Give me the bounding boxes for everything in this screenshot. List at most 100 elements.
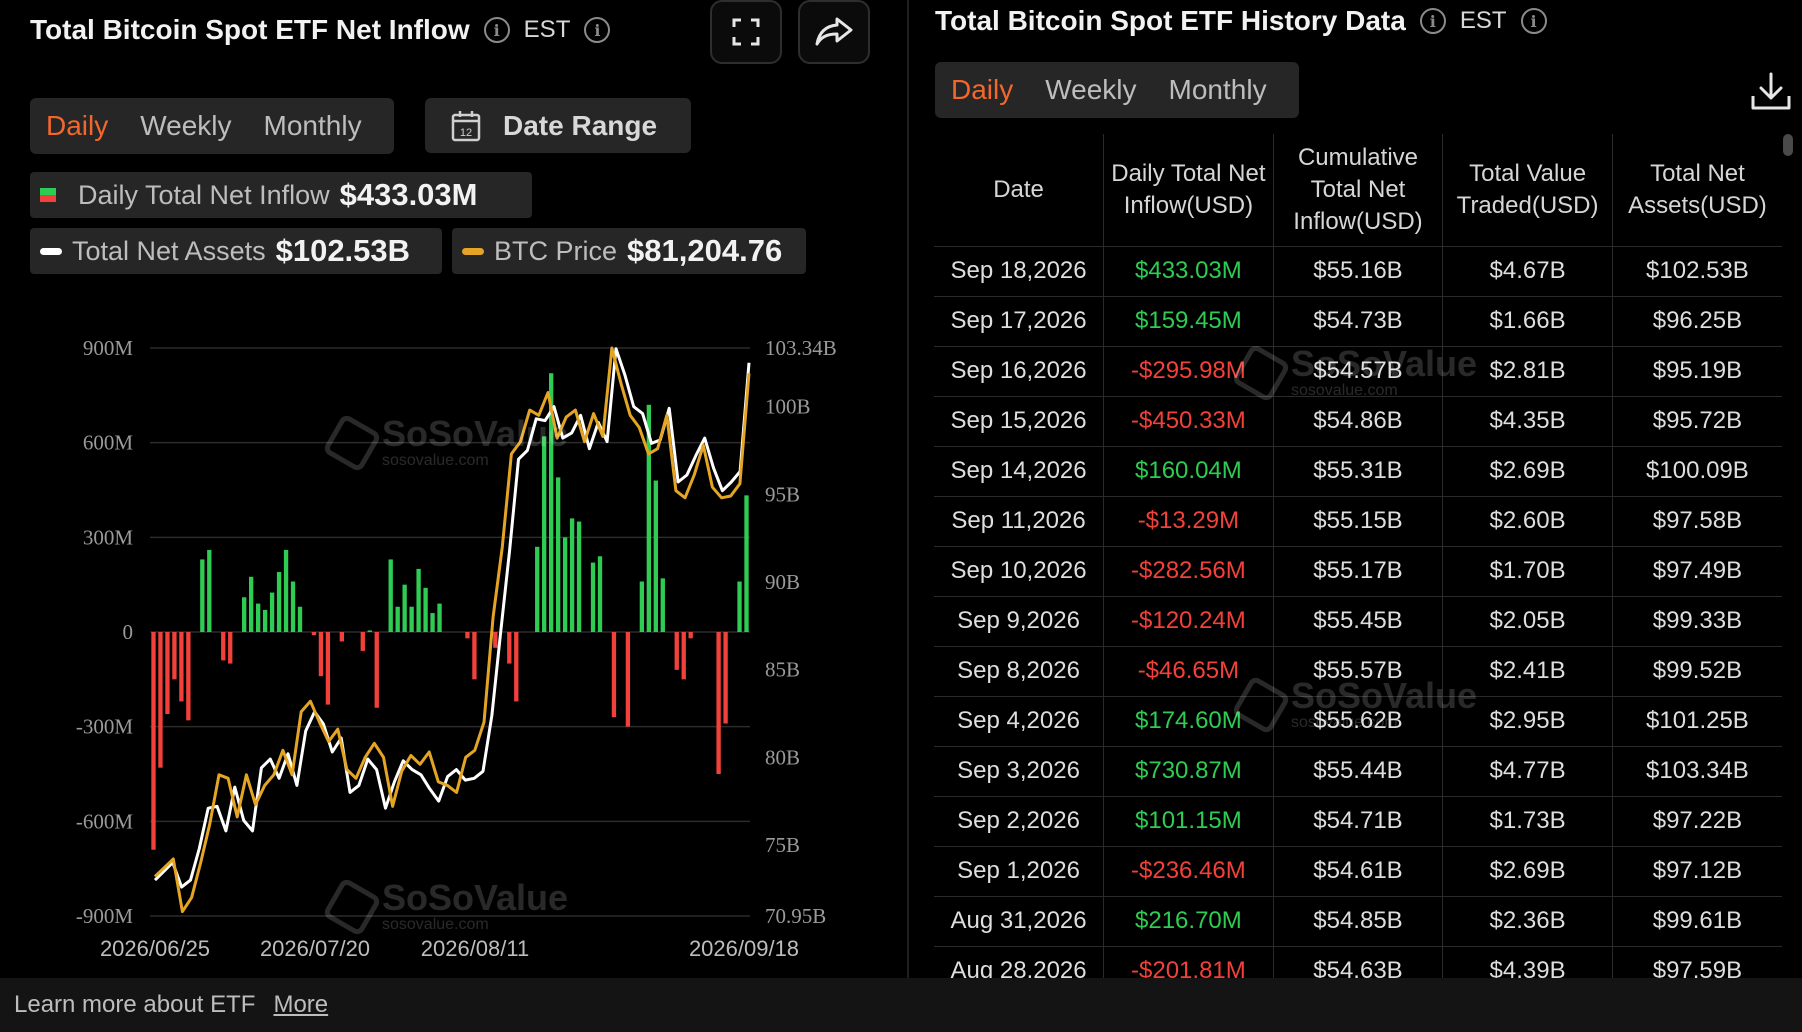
- inflow-bar: [430, 613, 435, 632]
- share-button[interactable]: [798, 0, 870, 64]
- inflow-bar: [569, 518, 575, 632]
- cumulative-cell: $54.73B: [1272, 296, 1443, 347]
- traded-cell: $2.60B: [1442, 496, 1613, 547]
- table-row[interactable]: Sep 2,2026 $101.15M $54.71B $1.73B $97.22B: [934, 796, 1782, 847]
- info-icon[interactable]: i: [584, 17, 611, 43]
- inflow-cell: -$201.81M: [1103, 946, 1274, 978]
- table-row[interactable]: Aug 31,2026 $216.70M $54.85B $2.36B $99.61B: [934, 896, 1782, 947]
- tab-monthly[interactable]: Monthly: [1168, 74, 1267, 105]
- info-icon[interactable]: i: [1419, 8, 1446, 34]
- cumulative-cell: $55.62B: [1272, 696, 1443, 747]
- legend-inflow-value: $433.03M: [339, 177, 478, 212]
- table-row[interactable]: Sep 18,2026 $433.03M $55.16B $4.67B $102.53B: [934, 246, 1782, 297]
- assets-cell: $103.34B: [1611, 746, 1782, 797]
- assets-cell: $97.12B: [1611, 846, 1782, 897]
- traded-cell: $1.70B: [1442, 546, 1613, 597]
- table-row[interactable]: Sep 3,2026 $730.87M $55.44B $4.77B $103.34B: [934, 746, 1782, 797]
- cumulative-cell: $55.44B: [1272, 746, 1443, 797]
- column-header[interactable]: Daily Total Net Inflow(USD): [1103, 134, 1274, 247]
- tab-daily[interactable]: Daily: [951, 74, 1014, 105]
- y-left-tick-label: 600M: [83, 431, 134, 455]
- traded-cell: $4.35B: [1442, 396, 1613, 447]
- assets-cell: $95.72B: [1611, 396, 1782, 447]
- date-cell: Sep 4,2026: [934, 696, 1104, 747]
- inflow-bar: [681, 632, 686, 680]
- inflow-bar: [172, 632, 177, 680]
- inflow-bar: [360, 632, 365, 651]
- history-table-container[interactable]: Date Daily Total Net Inflow(USD) Cumulat…: [934, 134, 1782, 978]
- legend-assets[interactable]: Total Net Assets $102.53B: [30, 228, 442, 274]
- table-row[interactable]: Sep 10,2026 -$282.56M $55.17B $1.70B $97.49B: [934, 546, 1782, 597]
- inflow-bar: [200, 559, 205, 632]
- date-cell: Sep 16,2026: [934, 346, 1104, 397]
- column-header[interactable]: Total Net Assets(USD): [1611, 134, 1782, 247]
- inflow-cell: $101.15M: [1103, 796, 1274, 847]
- table-row[interactable]: Sep 11,2026 -$13.29M $55.15B $2.60B $97.58B: [934, 496, 1782, 547]
- tab-monthly[interactable]: Monthly: [263, 110, 362, 141]
- date-range-button[interactable]: 12 Date Range: [425, 98, 691, 153]
- y-right-tick-label: 85B: [765, 658, 800, 682]
- tab-weekly[interactable]: Weekly: [1045, 74, 1137, 105]
- table-row[interactable]: Sep 15,2026 -$450.33M $54.86B $4.35B $95.72B: [934, 396, 1782, 447]
- inflow-chart[interactable]: 900M 600M 300M 0 -300M -600M -900M 103.34B 100B 9…: [0, 320, 907, 970]
- assets-cell: $99.33B: [1611, 596, 1782, 647]
- expand-icon: [732, 18, 760, 46]
- table-row[interactable]: Aug 28,2026 -$201.81M $54.63B $4.39B $97.59B: [934, 946, 1782, 978]
- inflow-bar: [318, 632, 324, 677]
- inflow-bar: [269, 592, 275, 632]
- assets-cell: $97.49B: [1611, 546, 1782, 597]
- more-link[interactable]: More: [273, 991, 329, 1018]
- table-scrollbar[interactable]: [1783, 134, 1793, 156]
- inflow-bar: [472, 632, 477, 680]
- y-left-tick-label: 900M: [83, 336, 134, 360]
- inflow-bar: [611, 632, 617, 718]
- table-row[interactable]: Sep 17,2026 $159.45M $54.73B $1.66B $96.25B: [934, 296, 1782, 347]
- history-title-row: Total Bitcoin Spot ETF History Data i ES…: [935, 0, 1547, 42]
- column-header[interactable]: Date: [934, 134, 1104, 247]
- column-header[interactable]: Total Value Traded(USD): [1442, 134, 1613, 247]
- calendar-icon: 12: [451, 110, 481, 141]
- inflow-bar: [542, 436, 547, 632]
- date-cell: Sep 2,2026: [934, 796, 1104, 847]
- legend-btc[interactable]: BTC Price $81,204.76: [452, 228, 806, 274]
- inflow-bar: [339, 632, 345, 642]
- inflow-bar: [297, 606, 303, 632]
- traded-cell: $2.81B: [1442, 346, 1613, 397]
- download-icon[interactable]: [1749, 70, 1793, 114]
- traded-cell: $2.05B: [1442, 596, 1613, 647]
- inflow-bar: [625, 632, 631, 727]
- table-row[interactable]: Sep 1,2026 -$236.46M $54.61B $2.69B $97.12B: [934, 846, 1782, 897]
- date-cell: Sep 18,2026: [934, 246, 1104, 297]
- inflow-bar: [228, 632, 233, 664]
- inflow-bar: [576, 521, 582, 632]
- inflow-bar: [416, 568, 421, 632]
- legend-inflow[interactable]: Daily Total Net Inflow $433.03M: [30, 172, 532, 218]
- net-inflow-panel: Total Bitcoin Spot ETF Net Inflow i EST …: [0, 0, 907, 978]
- table-row[interactable]: Sep 4,2026 $174.60M $55.62B $2.95B $101.25B: [934, 696, 1782, 747]
- tab-weekly[interactable]: Weekly: [140, 110, 232, 141]
- inflow-cell: -$236.46M: [1103, 846, 1274, 897]
- inflow-bar: [514, 632, 519, 702]
- traded-cell: $1.66B: [1442, 296, 1613, 347]
- y-right-tick-label: 95B: [765, 482, 800, 506]
- table-row[interactable]: Sep 8,2026 -$46.65M $55.57B $2.41B $99.52B: [934, 646, 1782, 697]
- cumulative-cell: $54.57B: [1272, 346, 1443, 397]
- y-left-tick-label: -300M: [76, 715, 133, 739]
- inflow-cell: -$13.29M: [1103, 496, 1274, 547]
- table-row[interactable]: Sep 14,2026 $160.04M $55.31B $2.69B $100.09B: [934, 446, 1782, 497]
- net-assets-line: [153, 347, 751, 889]
- table-row[interactable]: Sep 16,2026 -$295.98M $54.57B $2.81B $95.19B: [934, 346, 1782, 397]
- inflow-bar: [535, 546, 540, 632]
- column-header[interactable]: Cumulative Total Net Inflow(USD): [1272, 134, 1443, 247]
- inflow-cell: -$120.24M: [1103, 596, 1274, 647]
- inflow-cell: -$450.33M: [1103, 396, 1274, 447]
- inflow-bar: [465, 632, 470, 639]
- fullscreen-button[interactable]: [710, 0, 782, 64]
- tab-daily[interactable]: Daily: [46, 110, 109, 141]
- legend-assets-label: Total Net Assets: [72, 235, 266, 266]
- inflow-cell: -$295.98M: [1103, 346, 1274, 397]
- inflow-swatch: [40, 188, 56, 202]
- info-icon[interactable]: i: [1520, 8, 1547, 34]
- info-icon[interactable]: i: [483, 17, 510, 43]
- table-row[interactable]: Sep 9,2026 -$120.24M $55.45B $2.05B $99.33B: [934, 596, 1782, 647]
